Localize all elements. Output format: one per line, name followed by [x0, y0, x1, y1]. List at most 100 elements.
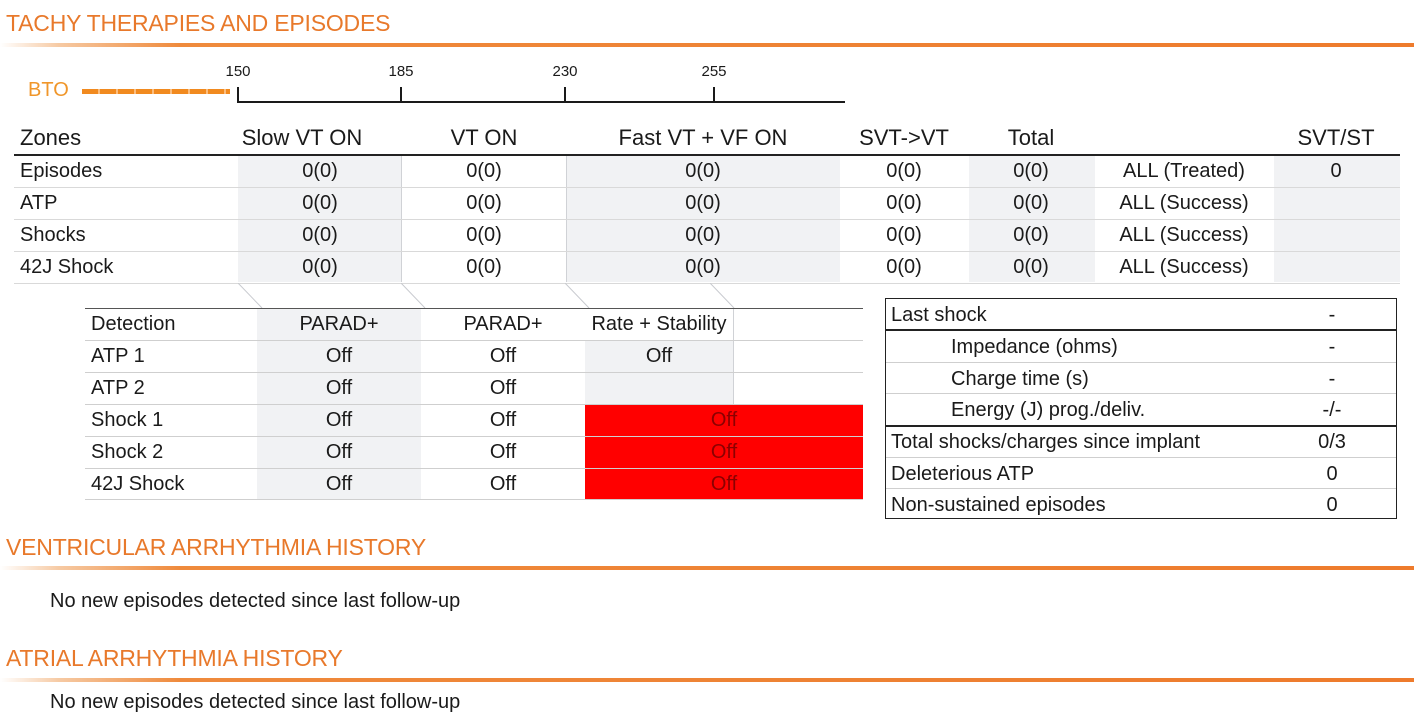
charge-time-value: -	[1328, 368, 1336, 390]
deleterious-atp-value: 0	[1326, 463, 1338, 485]
section-divider	[0, 566, 1414, 570]
zones-header-total: Total	[1007, 125, 1055, 150]
total-shocks-value: 0/3	[1318, 431, 1346, 453]
zone-cell: 0(0)	[685, 224, 721, 246]
zone-cell: 0(0)	[466, 256, 502, 278]
zone-cell: 0(0)	[685, 256, 721, 278]
row-divider	[14, 283, 1400, 284]
impedance-label: Impedance (ohms)	[951, 336, 1118, 358]
connector-bevel	[710, 283, 735, 308]
row-divider	[85, 436, 863, 437]
row-divider	[886, 362, 1396, 363]
detection-cell: Off	[325, 377, 353, 399]
detection-row-label: Shock 2	[91, 441, 164, 463]
detection-cell: Off	[489, 473, 517, 495]
row-divider-strong	[886, 425, 1396, 427]
zone-cell: 0(0)	[466, 224, 502, 246]
connector-bevel	[565, 283, 590, 308]
zone-cell: 0(0)	[685, 192, 721, 214]
zones-header-label: Zones	[20, 125, 82, 150]
zone-cell-all: ALL (Success)	[1119, 256, 1249, 278]
zone-cell-all: ALL (Success)	[1119, 224, 1249, 246]
row-divider	[85, 340, 863, 341]
section-title-ventricular: VENTRICULAR ARRHYTHMIA HISTORY	[6, 534, 427, 560]
zone-cell: 0(0)	[1013, 192, 1049, 214]
section-title-tachy: TACHY THERAPIES AND EPISODES	[6, 10, 391, 36]
zone-cell: 0(0)	[466, 160, 502, 182]
bto-label: BTO	[28, 79, 69, 101]
zones-header-svt-st: SVT/ST	[1297, 125, 1375, 150]
section-title-atrial: ATRIAL ARRHYTHMIA HISTORY	[6, 645, 343, 671]
total-shocks-label: Total shocks/charges since implant	[891, 431, 1201, 453]
panel-header-rule	[886, 329, 1396, 331]
last-shock-value: -	[1328, 304, 1336, 326]
row-divider	[14, 251, 1400, 252]
zones-header-slow-vt: Slow VT ON	[241, 125, 363, 150]
detection-cell: Off	[645, 345, 673, 367]
zone-cell: 0(0)	[466, 192, 502, 214]
row-divider	[85, 404, 863, 405]
zone-cell-all: ALL (Success)	[1119, 192, 1249, 214]
zone-row-label: 42J Shock	[20, 256, 114, 278]
detection-alert-cell: Off	[710, 473, 738, 495]
zone-cell: 0(0)	[1013, 160, 1049, 182]
column-divider	[733, 309, 734, 405]
detection-cell: Off	[325, 345, 353, 367]
alert-cell-background	[585, 405, 863, 436]
zone-row-label: ATP	[20, 192, 58, 214]
alert-cell-background	[585, 469, 863, 499]
non-sustained-label: Non-sustained episodes	[891, 494, 1106, 516]
detection-row-label: 42J Shock	[91, 473, 185, 495]
detection-cell: Off	[325, 473, 353, 495]
ventricular-history-message: No new episodes detected since last foll…	[50, 590, 461, 612]
impedance-value: -	[1328, 336, 1336, 358]
row-divider	[85, 468, 863, 469]
section-divider	[0, 678, 1414, 682]
zone-cell-svt-st: 0	[1330, 160, 1342, 182]
atrial-history-message: No new episodes detected since last foll…	[50, 691, 461, 713]
detection-row-label: Shock 1	[91, 409, 164, 431]
row-divider	[14, 187, 1400, 188]
scale-tick	[713, 87, 715, 102]
detection-column-shade	[585, 341, 733, 405]
scale-tick-label: 255	[701, 63, 727, 80]
detection-cell: Off	[489, 345, 517, 367]
bto-range-bar	[82, 89, 230, 94]
detection-row-label: ATP 2	[91, 377, 145, 399]
zone-cell: 0(0)	[886, 256, 922, 278]
detection-cell: Off	[489, 409, 517, 431]
zone-cell: 0(0)	[302, 224, 338, 246]
last-shock-panel	[885, 298, 1397, 519]
zone-cell: 0(0)	[1013, 224, 1049, 246]
section-divider	[0, 43, 1414, 47]
detection-cell: Off	[489, 441, 517, 463]
scale-tick-label: 230	[552, 63, 578, 80]
alert-cell-background	[585, 437, 863, 468]
detection-top-rule	[85, 308, 863, 309]
scale-tick	[237, 87, 239, 102]
scale-tick	[564, 87, 566, 102]
zone-cell: 0(0)	[1013, 256, 1049, 278]
zone-cell: 0(0)	[886, 192, 922, 214]
zone-cell: 0(0)	[886, 224, 922, 246]
connector-bevel	[238, 283, 263, 308]
energy-label: Energy (J) prog./deliv.	[951, 399, 1146, 421]
detection-alert-cell: Off	[710, 409, 738, 431]
row-divider	[85, 372, 863, 373]
zone-cell: 0(0)	[886, 160, 922, 182]
zones-header-rule	[14, 154, 1400, 156]
zone-row-label: Episodes	[20, 160, 103, 182]
zone-row-label: Shocks	[20, 224, 86, 246]
non-sustained-value: 0	[1326, 494, 1338, 516]
zone-cell: 0(0)	[685, 160, 721, 182]
detection-alert-cell: Off	[710, 441, 738, 463]
zone-cell: 0(0)	[302, 256, 338, 278]
connector-bevel	[401, 283, 426, 308]
scale-tick	[400, 87, 402, 102]
deleterious-atp-label: Deleterious ATP	[891, 463, 1035, 485]
detection-cell: Off	[489, 377, 517, 399]
zones-header-svt-vt: SVT->VT	[859, 125, 949, 150]
last-shock-label: Last shock	[891, 304, 987, 326]
scale-axis	[237, 101, 845, 103]
scale-tick-label: 185	[388, 63, 414, 80]
